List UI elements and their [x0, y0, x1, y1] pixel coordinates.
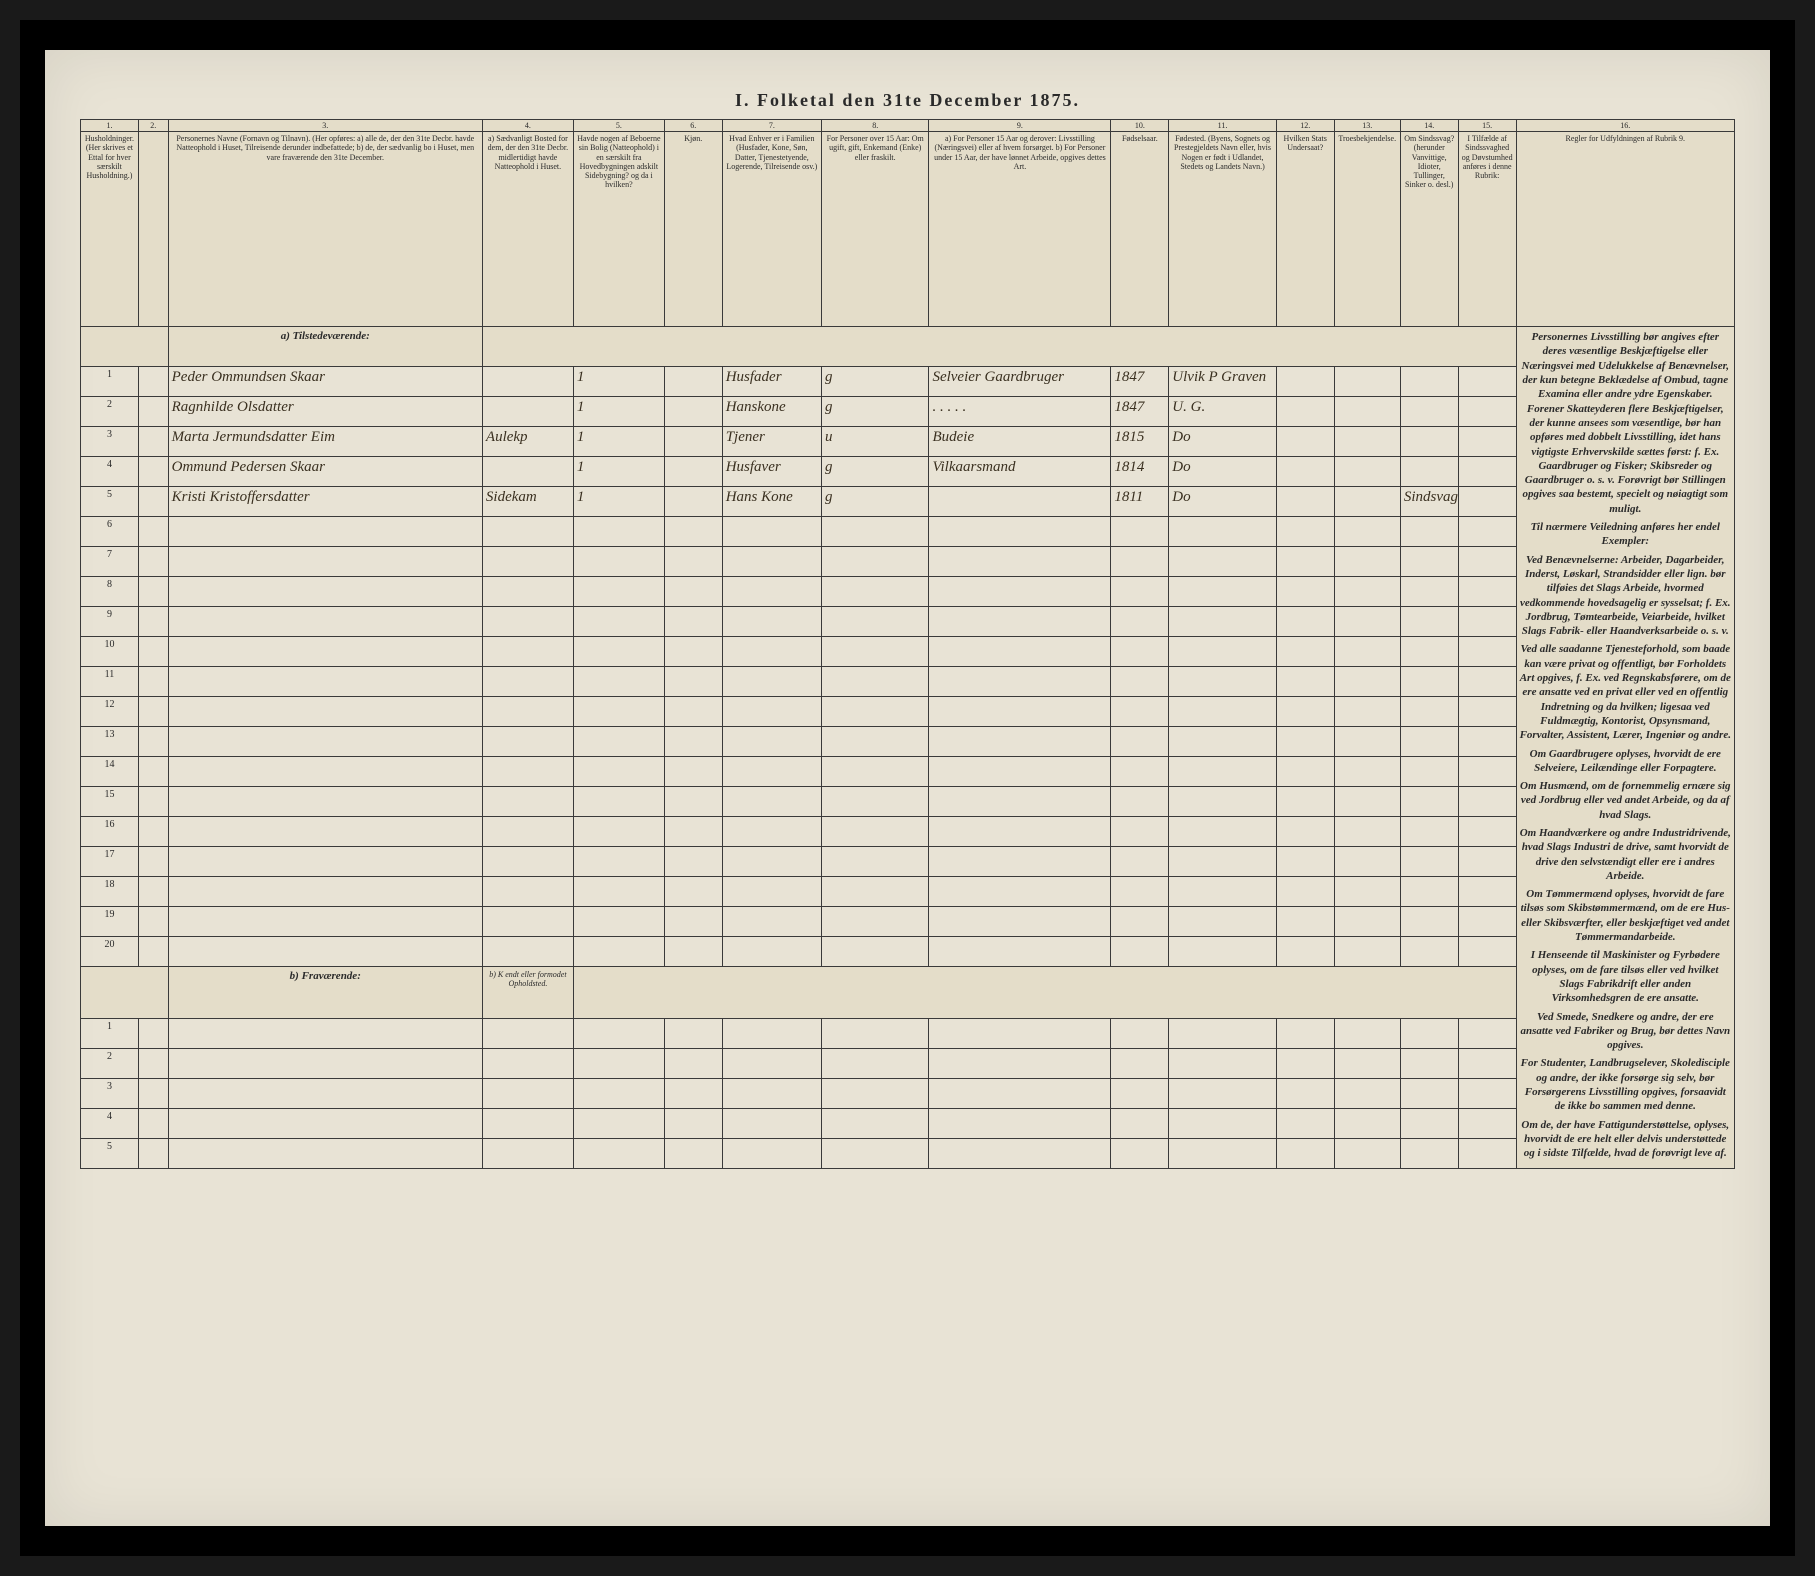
empty-row: 7: [81, 546, 1735, 576]
empty-row: 20: [81, 936, 1735, 966]
column-header: Personernes Navne (Fornavn og Tilnavn). …: [168, 132, 482, 327]
column-number: 2.: [138, 120, 168, 132]
column-header: Hvad Enhver er i Familien (Husfader, Kon…: [722, 132, 821, 327]
column-header: [138, 132, 168, 327]
census-page: I. Folketal den 31te December 1875. 1.2.…: [45, 50, 1770, 1526]
column-header: Havde nogen af Beboerne sin Bolig (Natte…: [573, 132, 664, 327]
empty-row: 1: [81, 1018, 1735, 1048]
table-body: a) Tilstedeværende:Personernes Livsstill…: [81, 327, 1735, 1168]
section-present: a) Tilstedeværende:Personernes Livsstill…: [81, 327, 1735, 366]
empty-row: 9: [81, 606, 1735, 636]
empty-row: 3: [81, 1078, 1735, 1108]
empty-row: 10: [81, 636, 1735, 666]
empty-row: 11: [81, 666, 1735, 696]
empty-row: 18: [81, 876, 1735, 906]
column-header: Fødested. (Byens, Sognets og Prestegjeld…: [1169, 132, 1277, 327]
table-row: 3Marta Jermundsdatter EimAulekp1TjeneruB…: [81, 426, 1735, 456]
column-number-row: 1.2.3.4.5.6.7.8.9.10.11.12.13.14.15.16.: [81, 120, 1735, 132]
column-number: 3.: [168, 120, 482, 132]
table-row: 4Ommund Pedersen Skaar1HusfavergVilkaars…: [81, 456, 1735, 486]
column-header: Regler for Udfyldningen af Rubrik 9.: [1516, 132, 1734, 327]
column-header: For Personer over 15 Aar: Om ugift, gift…: [821, 132, 929, 327]
empty-row: 15: [81, 786, 1735, 816]
section-absent: b) Fraværende:b) K endt eller formodet O…: [81, 966, 1735, 1018]
scan-frame: I. Folketal den 31te December 1875. 1.2.…: [20, 20, 1795, 1556]
column-number: 10.: [1111, 120, 1169, 132]
page-title: I. Folketal den 31te December 1875.: [80, 90, 1735, 111]
empty-row: 5: [81, 1138, 1735, 1168]
instructions-text: Personernes Livsstilling bør angives eft…: [1516, 327, 1734, 1168]
column-header-row: Husholdninger. (Her skrives et Ettal for…: [81, 132, 1735, 327]
empty-row: 13: [81, 726, 1735, 756]
empty-row: 19: [81, 906, 1735, 936]
column-header: Troesbekjendelse.: [1334, 132, 1400, 327]
column-header: Fødselsaar.: [1111, 132, 1169, 327]
empty-row: 12: [81, 696, 1735, 726]
column-number: 13.: [1334, 120, 1400, 132]
column-number: 4.: [482, 120, 573, 132]
table-row: 5Kristi KristoffersdatterSidekam1Hans Ko…: [81, 486, 1735, 516]
column-number: 14.: [1400, 120, 1458, 132]
column-header: Husholdninger. (Her skrives et Ettal for…: [81, 132, 139, 327]
empty-row: 14: [81, 756, 1735, 786]
empty-row: 17: [81, 846, 1735, 876]
empty-row: 2: [81, 1048, 1735, 1078]
table-row: 1Peder Ommundsen Skaar1HusfadergSelveier…: [81, 366, 1735, 396]
empty-row: 8: [81, 576, 1735, 606]
table-row: 2Ragnhilde Olsdatter1Hanskoneg. . . . .1…: [81, 396, 1735, 426]
empty-row: 16: [81, 816, 1735, 846]
column-number: 16.: [1516, 120, 1734, 132]
column-header: a) For Personer 15 Aar og derover: Livss…: [929, 132, 1111, 327]
column-number: 11.: [1169, 120, 1277, 132]
empty-row: 6: [81, 516, 1735, 546]
column-header: Om Sindssvag? (herunder Vanvittige, Idio…: [1400, 132, 1458, 327]
column-header: I Tilfælde af Sindssvaghed og Døvstumhed…: [1458, 132, 1516, 327]
column-number: 1.: [81, 120, 139, 132]
column-header: Kjøn.: [664, 132, 722, 327]
column-header: Hvilken Stats Undersaat?: [1276, 132, 1334, 327]
census-table: 1.2.3.4.5.6.7.8.9.10.11.12.13.14.15.16. …: [80, 119, 1735, 1169]
column-number: 12.: [1276, 120, 1334, 132]
column-number: 5.: [573, 120, 664, 132]
empty-row: 4: [81, 1108, 1735, 1138]
column-number: 6.: [664, 120, 722, 132]
column-number: 15.: [1458, 120, 1516, 132]
column-number: 8.: [821, 120, 929, 132]
column-number: 7.: [722, 120, 821, 132]
column-header: a) Sædvanligt Bosted for dem, der den 31…: [482, 132, 573, 327]
column-number: 9.: [929, 120, 1111, 132]
